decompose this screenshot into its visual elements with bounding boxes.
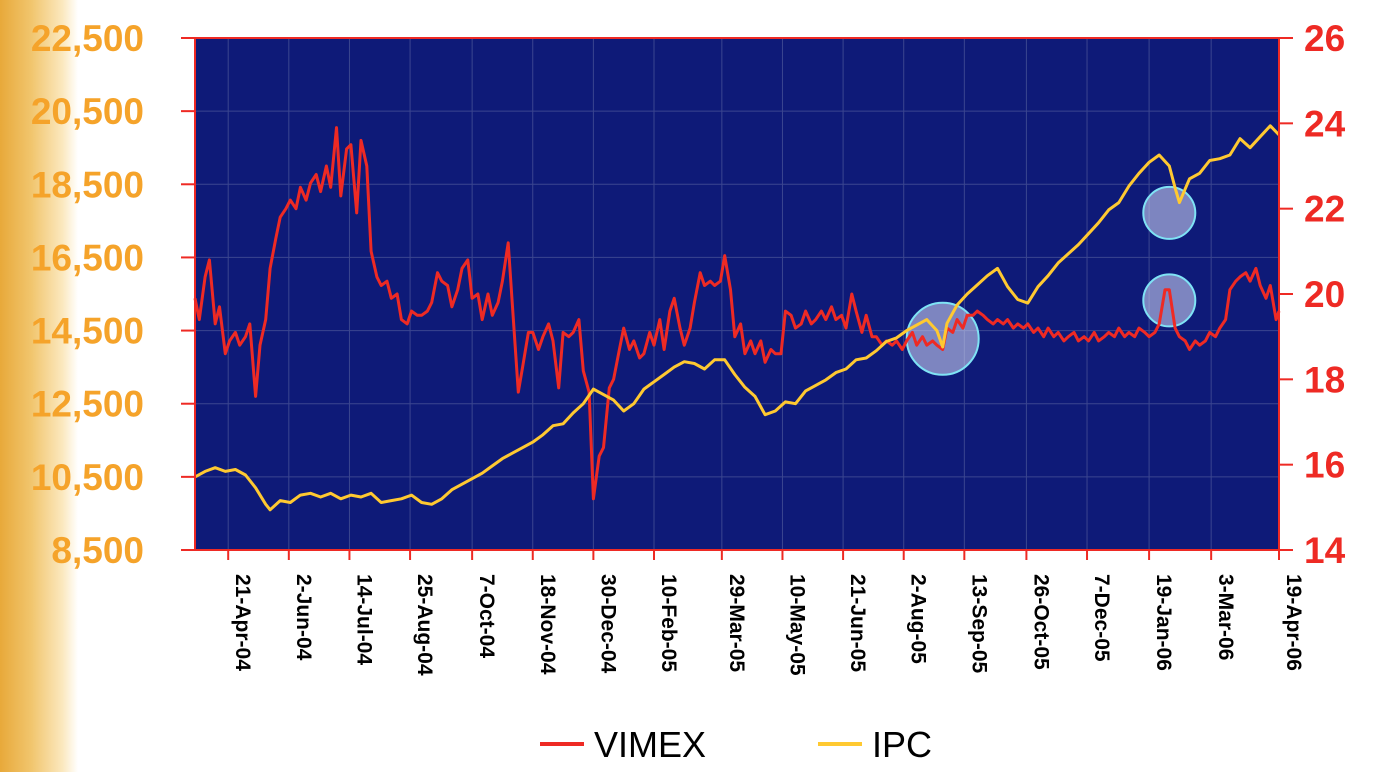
x-axis-tick-label: 3-Mar-06 [1214, 574, 1237, 660]
legend: VIMEX IPC [540, 724, 932, 765]
right-axis-tick-label: 16 [1304, 445, 1345, 486]
axes [181, 37, 1293, 560]
highlight-circle [1142, 273, 1197, 328]
series-line-vimex [193, 126, 1281, 501]
right-axis-tick-label: 14 [1304, 530, 1346, 571]
x-axis-tick-label: 21-Jun-05 [846, 574, 869, 672]
series-line-ipc [194, 124, 1281, 512]
x-axis-tick-label: 10-Feb-05 [657, 574, 680, 672]
x-axis-tick-labels: 21-Apr-04 2-Jun-04 14-Jul-04 25-Aug-04 7-Oct… [231, 574, 1305, 676]
highlight-circle [1142, 185, 1197, 240]
x-axis-tick-label: 13-Sep-05 [967, 574, 990, 674]
x-axis-tick-label: 10-May-05 [785, 574, 808, 676]
left-axis-tick-label: 18,500 [31, 164, 144, 205]
left-axis-tick-label: 20,500 [31, 91, 144, 132]
x-axis-tick-label: 7-Dec-05 [1090, 574, 1113, 662]
left-axis-tick-label: 8,500 [51, 530, 144, 571]
x-axis-tick-label: 25-Aug-04 [413, 574, 436, 676]
left-axis-tick-labels: 8,500 10,500 12,500 14,500 16,500 18,500 20,50… [31, 18, 144, 571]
legend-label-vimex: VIMEX [594, 724, 706, 765]
left-axis-tick-label: 10,500 [31, 457, 144, 498]
right-axis-tick-label: 26 [1304, 18, 1345, 59]
x-axis-tick-label: 19-Apr-06 [1282, 574, 1305, 671]
x-axis-tick-label: 19-Jan-06 [1152, 574, 1175, 671]
left-axis-tick-label: 22,500 [31, 18, 144, 59]
left-axis-tick-label: 12,500 [31, 384, 144, 425]
x-axis-tick-label: 29-Mar-05 [725, 574, 748, 672]
left-axis-tick-label: 16,500 [31, 237, 144, 278]
plot-area [195, 38, 1279, 550]
legend-label-ipc: IPC [872, 724, 932, 765]
right-axis-tick-label: 18 [1304, 359, 1345, 400]
right-axis-tick-label: 24 [1304, 103, 1346, 144]
left-axis-tick-label: 14,500 [31, 311, 144, 352]
right-axis-tick-label: 20 [1304, 274, 1345, 315]
x-axis-tick-label: 21-Apr-04 [231, 574, 254, 671]
series-lines [193, 124, 1281, 512]
x-axis-tick-label: 2-Aug-05 [907, 574, 930, 664]
decorative-side-gradient [0, 0, 78, 772]
right-axis-tick-label: 22 [1304, 189, 1345, 230]
x-axis-tick-label: 18-Nov-04 [536, 574, 559, 675]
x-axis-tick-label: 30-Dec-04 [596, 574, 619, 674]
x-axis-tick-label: 2-Jun-04 [292, 574, 315, 661]
x-axis-tick-label: 14-Jul-04 [352, 574, 375, 665]
x-axis-tick-label: 26-Oct-05 [1029, 574, 1052, 670]
right-axis-tick-labels: 14 16 18 20 22 24 26 [1304, 18, 1346, 571]
x-axis-tick-label: 7-Oct-04 [475, 574, 498, 658]
